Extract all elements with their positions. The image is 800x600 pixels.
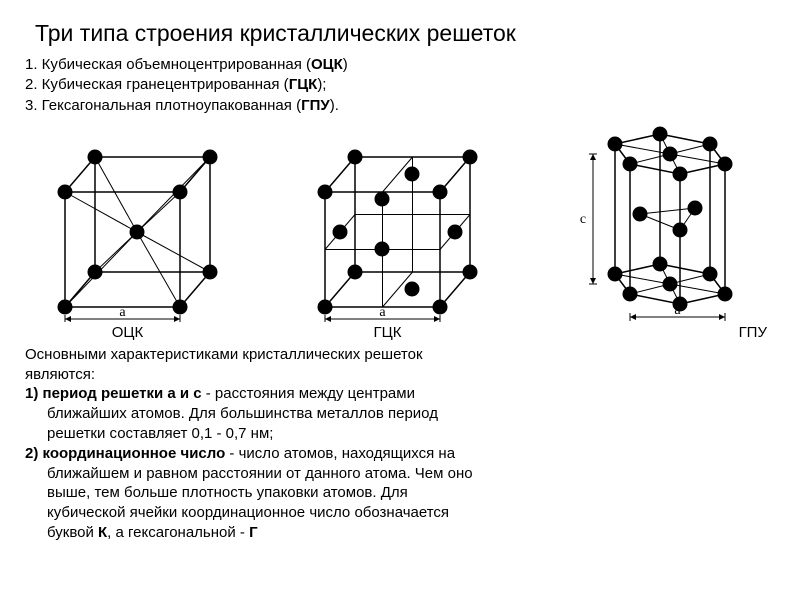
svg-text:a: a: [119, 305, 126, 320]
intro-line: Основными характеристиками кристаллическ…: [25, 345, 775, 365]
list-text: 1. Кубическая объемноцентрированная (: [25, 56, 311, 73]
diagram-label-fcc: ГЦК: [374, 324, 402, 341]
diagram-fcc: a ГЦК: [285, 137, 490, 341]
text-line: кубической ячейки координационное число …: [47, 503, 775, 523]
list-item: 3. Гексагональная плотноупакованная (ГПУ…: [25, 96, 775, 116]
diagram-label-bcc: ОЦК: [112, 324, 144, 341]
term-period: период решетки a и c: [43, 385, 202, 402]
svg-text:c: c: [580, 212, 586, 227]
text: , а гексагональной -: [107, 524, 249, 541]
list-item: 2. Кубическая гранецентрированная (ГЦК);: [25, 75, 775, 95]
abbr-hcp: ГПУ: [301, 97, 330, 114]
letter-g: Г: [249, 524, 258, 541]
text: буквой: [47, 524, 98, 541]
abbr-fcc: ГЦК: [289, 76, 318, 93]
abbr-bcc: ОЦК: [311, 56, 343, 73]
fcc-svg: a: [285, 137, 490, 322]
body-text: Основными характеристиками кристаллическ…: [25, 345, 775, 543]
term-coordination: координационное число: [43, 445, 226, 462]
list-text: ).: [330, 97, 339, 114]
param-2: 2) координационное число - число атомов,…: [25, 444, 775, 464]
text-line: выше, тем больше плотность упаковки атом…: [47, 483, 775, 503]
list-text: 2. Кубическая гранецентрированная (: [25, 76, 289, 93]
text: - расстояния между центрами: [202, 385, 415, 402]
diagram-hcp: ac ГПУ: [545, 122, 775, 341]
diagram-bcc: a ОЦК: [25, 137, 230, 341]
svg-text:a: a: [379, 305, 386, 320]
text-line: ближайших атомов. Для большинства металл…: [47, 404, 775, 424]
text-line: ближайшем и равном расстоянии от данного…: [47, 464, 775, 484]
svg-text:a: a: [674, 303, 681, 318]
list-text: );: [317, 76, 326, 93]
text-line: решетки составляет 0,1 - 0,7 нм;: [47, 424, 775, 444]
list-text: ): [343, 56, 348, 73]
item-number: 1): [25, 385, 38, 402]
letter-k: К: [98, 524, 107, 541]
list-item: 1. Кубическая объемноцентрированная (ОЦК…: [25, 55, 775, 75]
page-title: Три типа строения кристаллических решето…: [35, 20, 775, 47]
bcc-svg: a: [25, 137, 230, 322]
list-text: 3. Гексагональная плотноупакованная (: [25, 97, 301, 114]
hcp-svg: ac: [545, 122, 775, 322]
diagram-row: a ОЦК a ГЦК ac ГПУ: [25, 122, 775, 341]
param-1: 1) период решетки a и c - расстояния меж…: [25, 384, 775, 404]
intro-line: являются:: [25, 365, 775, 385]
diagram-label-hcp: ГПУ: [739, 324, 767, 341]
text: - число атомов, находящихся на: [225, 445, 455, 462]
lattice-type-list: 1. Кубическая объемноцентрированная (ОЦК…: [25, 55, 775, 116]
text-line: буквой К, а гексагональной - Г: [47, 523, 775, 543]
item-number: 2): [25, 445, 38, 462]
